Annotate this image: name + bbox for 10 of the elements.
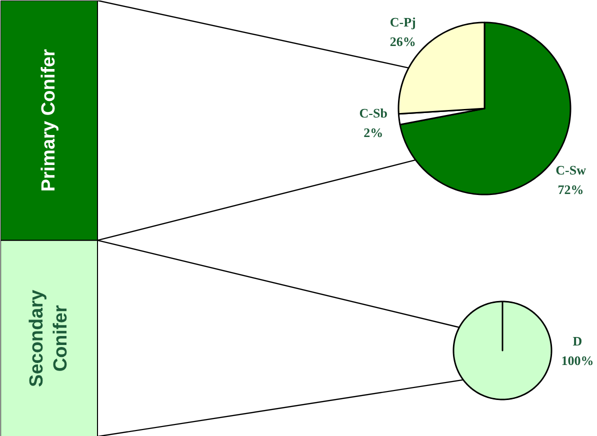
data-label: 2% bbox=[364, 124, 384, 140]
series-label: Secondary Conifer bbox=[26, 289, 72, 387]
data-label: 26% bbox=[390, 34, 416, 50]
slice-label: C-Sw bbox=[556, 162, 587, 178]
slice-label: C-Sb bbox=[359, 105, 388, 120]
series-label: Primary Conifer bbox=[38, 48, 60, 192]
slice-label: D bbox=[572, 333, 582, 348]
data-label: 100% bbox=[561, 352, 594, 368]
data-label: 72% bbox=[558, 182, 584, 198]
slice-label: C-Pj bbox=[390, 14, 416, 30]
